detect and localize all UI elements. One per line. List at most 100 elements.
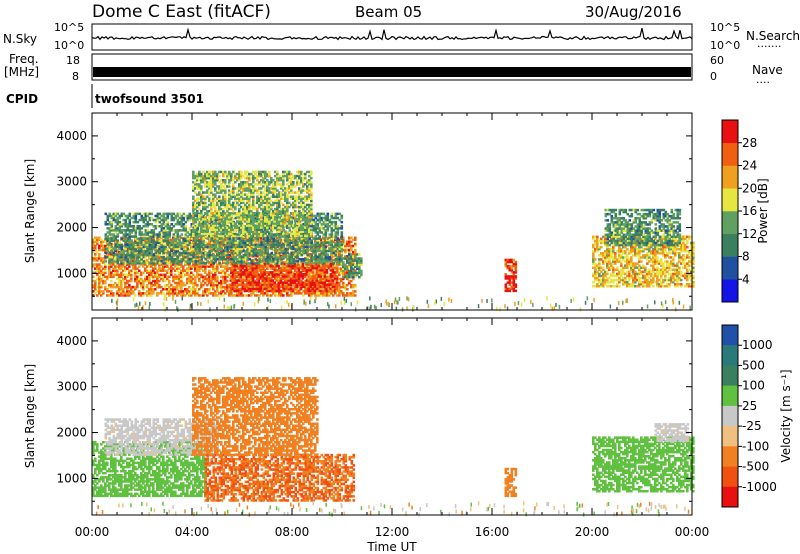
echo-cell [321,285,325,288]
echo-cell [188,243,192,247]
echo-cell [112,251,116,255]
echo-cell [128,292,131,295]
echo-cell [142,249,146,253]
echo-cell [228,273,231,277]
echo-cell [124,275,127,279]
echo-cell [256,259,259,262]
echo-cell [249,277,253,280]
echo-cell [138,279,141,283]
echo-cell [148,271,151,274]
echo-cell [178,277,181,281]
echo-cell [314,288,317,291]
echo-cell [214,279,217,283]
echo-cell [130,229,134,232]
echo-cell [148,231,152,234]
echo-cell [265,289,269,293]
echo-cell [315,271,319,274]
echo-cell [301,269,305,272]
echo-cell [162,273,165,277]
echo-cell [148,247,152,251]
echo-cell [174,292,177,295]
echo-cell [320,238,323,241]
echo-cell [293,273,297,276]
echo-cell [180,273,183,277]
echo-cell [269,277,273,280]
echo-cell [334,220,338,224]
echo-cell [120,292,123,295]
echo-cell [92,246,95,250]
echo-cell [307,266,311,270]
echo-cell [344,294,347,297]
echo-cell [294,283,297,287]
echo-cell [94,281,97,285]
echo-cell [324,245,328,249]
echo-cell [275,283,279,286]
echo-cell [305,264,309,268]
echo-cell [160,247,164,251]
echo-cell [106,294,109,297]
echo-cell [280,262,284,265]
echo-cell [92,275,95,279]
echo-cell [130,249,134,253]
echo-cell [120,260,124,263]
echo-cell [138,292,141,295]
echo-cell [114,231,118,234]
echo-cell [273,269,277,272]
echo-cell [178,216,182,220]
echo-cell [321,266,325,270]
echo-cell [110,273,113,277]
echo-cell [110,279,113,283]
echo-cell [116,239,120,242]
echo-cell [180,251,184,255]
echo-cell [334,290,337,293]
echo-cell [236,294,239,297]
echo-cell [352,294,355,297]
echo-cell [162,239,166,242]
echo-cell [318,273,321,277]
echo-cell [308,263,311,266]
echo-cell [162,251,166,255]
echo-cell [124,241,128,244]
echo-cell [188,290,191,293]
echo-cell [241,273,245,276]
echo-cell [152,271,155,274]
echo-cell [150,253,154,257]
echo-cell [128,218,132,222]
echo-cell [158,225,162,228]
echo-cell [146,214,150,218]
echo-cell [156,235,160,238]
echo-cell [231,273,235,276]
echo-cell [327,264,331,268]
echo-cell [301,275,305,278]
echo-cell [144,214,148,218]
echo-cell [164,288,167,291]
echo-cell [350,283,353,287]
echo-cell [354,236,357,239]
echo-cell [190,260,194,263]
echo-cell [184,258,188,261]
echo-cell [309,269,313,272]
echo-cell [176,247,180,251]
echo-cell [190,250,193,254]
echo-cell [283,277,287,280]
echo-cell [106,243,110,247]
echo-cell [180,223,184,226]
echo-cell [252,273,255,277]
echo-cell [182,269,185,272]
echo-cell [319,277,323,280]
echo-cell [229,277,233,280]
echo-cell [248,244,251,248]
echo-cell [146,290,149,293]
echo-cell [326,212,330,216]
echo-cell [128,220,132,224]
echo-cell [312,273,315,277]
echo-cell [170,218,174,222]
echo-cell [144,259,147,262]
echo-cell [184,251,188,255]
echo-cell [330,281,333,285]
echo-cell [138,265,141,268]
echo-cell [194,288,197,291]
echo-cell [142,216,146,220]
echo-cell [174,265,177,268]
echo-cell [194,265,197,268]
